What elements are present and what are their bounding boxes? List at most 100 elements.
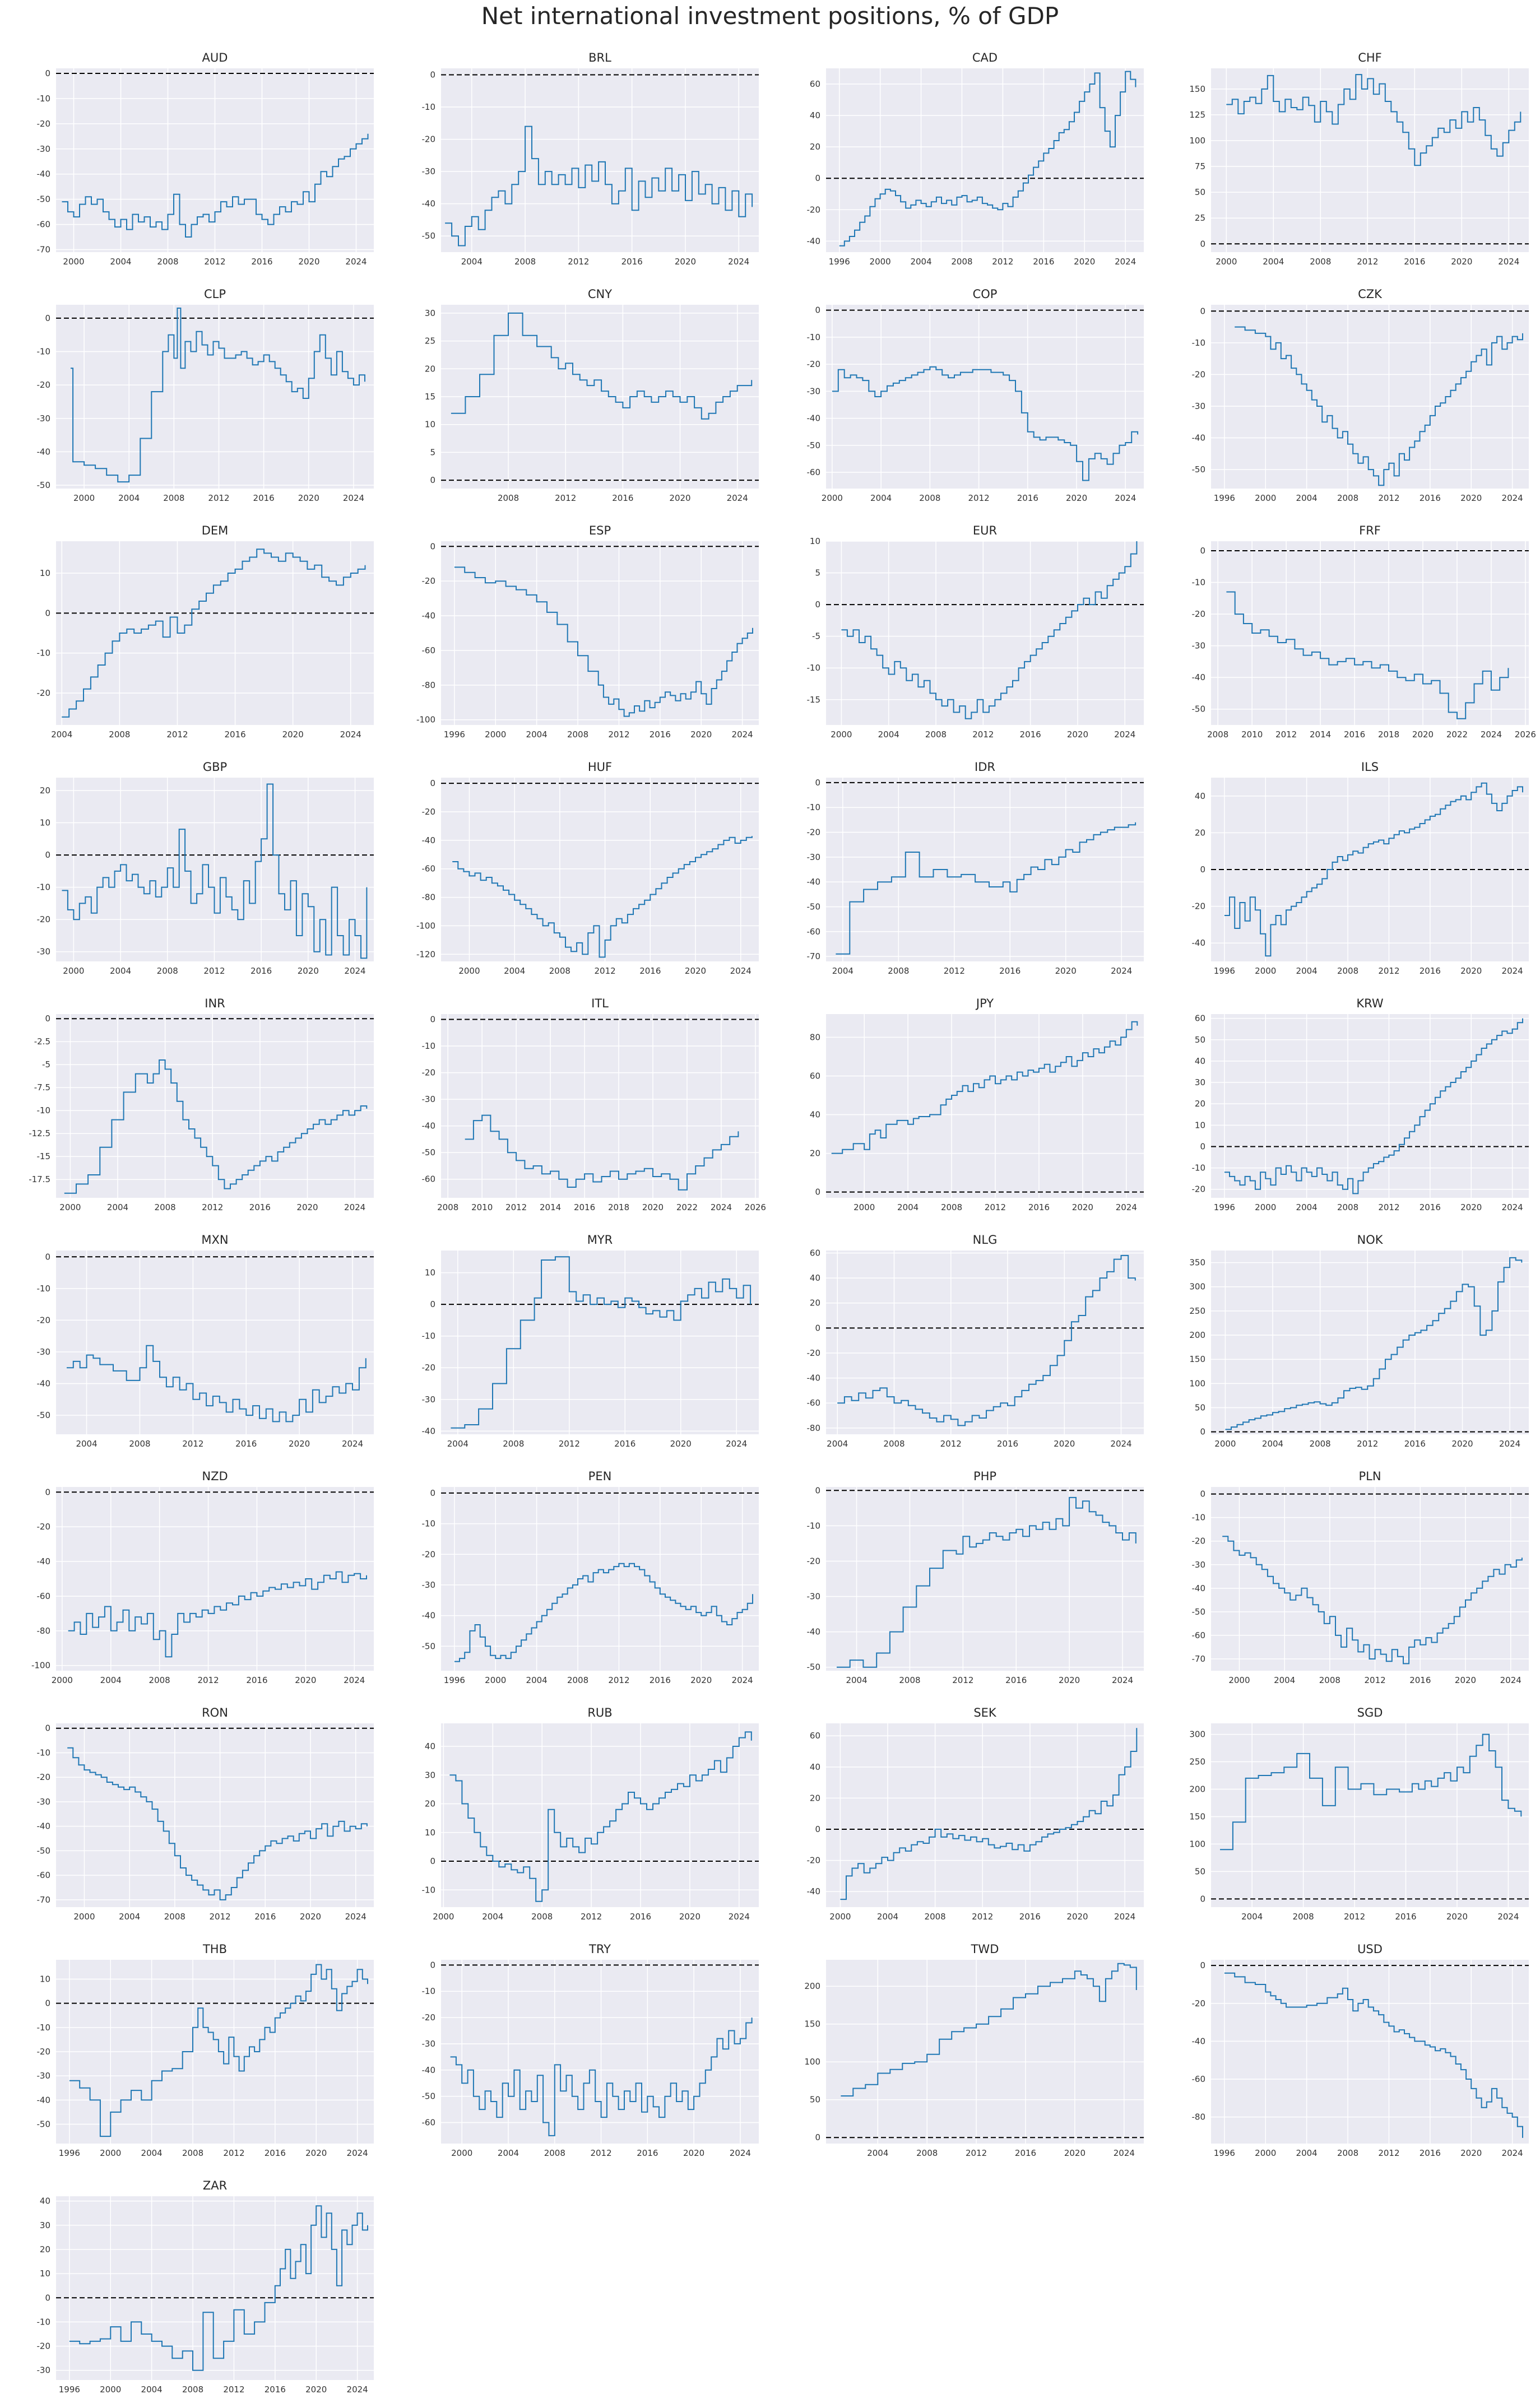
plot-area — [56, 778, 374, 961]
series-line-cny — [451, 312, 753, 420]
x-tick-label: 2024 — [726, 1439, 747, 1449]
x-tick-label: 2016 — [224, 729, 245, 740]
y-tick-label: -20 — [1192, 1998, 1206, 2009]
x-tick-label: 1996 — [59, 2148, 80, 2158]
x-tick-label: 2024 — [730, 966, 752, 976]
x-tick-label: 2000 — [829, 1912, 851, 1922]
panel-huf: HUF 0 -20 -40 -60 -80 -100 -120 2000 2004 2008 2012… — [416, 760, 759, 976]
x-tick-label: 2024 — [340, 729, 361, 740]
y-tick-label: 50 — [1195, 1035, 1205, 1045]
plot-area — [441, 1251, 759, 1434]
x-tick-label: 2004 — [107, 1202, 128, 1212]
x-tick-label: 1996 — [444, 1675, 465, 1685]
x-tick-label: 2020 — [1074, 257, 1095, 267]
y-tick-label: -40 — [807, 1886, 821, 1896]
x-tick-label: 2016 — [251, 257, 272, 267]
y-tick-label: -40 — [1192, 672, 1206, 682]
y-tick-label: 150 — [804, 2019, 820, 2029]
x-tick-label: 2008 — [941, 1202, 962, 1212]
x-tick-label: 2016 — [650, 729, 671, 740]
panel-title: PEN — [588, 1470, 612, 1483]
y-tick-label: -20 — [37, 1522, 51, 1532]
y-tick-label: 40 — [810, 1762, 820, 1772]
y-tick-label: -40 — [422, 1611, 436, 1621]
x-tick-label: 2008 — [1337, 2148, 1358, 2158]
y-tick-label: 30 — [40, 2220, 50, 2230]
x-tick-label: 2012 — [590, 2148, 611, 2158]
panel-title: COP — [973, 287, 998, 301]
panel-title: ILS — [1361, 760, 1379, 774]
y-tick-label: -10 — [807, 663, 821, 673]
panel-zar: ZAR 40 30 20 10 0 -10 -20 -30 1996 2000 2004 2008 201… — [37, 2179, 374, 2395]
x-tick-label: 2020 — [296, 1202, 318, 1212]
x-tick-label: 2004 — [1296, 1202, 1318, 1212]
x-tick-label: 2020 — [1460, 1202, 1482, 1212]
y-tick-label: 10 — [425, 420, 435, 430]
panel-try: TRY 0 -10 -20 -30 -40 -50 -60 2000 2004 2008 2012 20… — [422, 1942, 759, 2158]
y-tick-label: -20 — [37, 1772, 51, 1782]
panel-title: CAD — [972, 51, 998, 64]
y-tick-label: -10 — [37, 1747, 51, 1758]
panel-title: RUB — [587, 1706, 612, 1719]
x-tick-label: 2000 — [485, 1675, 506, 1685]
y-tick-label: -30 — [807, 1592, 821, 1602]
x-tick-label: 2016 — [1420, 1202, 1441, 1212]
x-tick-label: 2012 — [1364, 1675, 1385, 1685]
y-tick-label: -40 — [37, 1821, 51, 1831]
x-tick-label: 2008 — [925, 1912, 946, 1922]
x-tick-label: 2022 — [676, 1202, 698, 1212]
x-tick-label: 2004 — [118, 493, 140, 503]
series-line-krw — [1224, 1018, 1523, 1194]
panel-title: ZAR — [203, 2179, 227, 2192]
x-tick-label: 2016 — [1017, 493, 1038, 503]
y-tick-label: -10 — [422, 1331, 436, 1341]
y-tick-label: -50 — [1192, 704, 1206, 714]
y-tick-label: 60 — [810, 1071, 820, 1081]
y-tick-label: 50 — [810, 2095, 820, 2105]
panel-title: GBP — [203, 760, 227, 774]
y-tick-label: 0 — [430, 541, 435, 551]
panel-title: TRY — [588, 1942, 611, 1956]
series-line-mxn — [67, 1345, 367, 1423]
y-tick-label: 250 — [1189, 1757, 1205, 1767]
x-tick-label: 2000 — [1255, 2148, 1276, 2158]
x-tick-label: 2016 — [1015, 2148, 1036, 2158]
panel-title: JPY — [975, 997, 994, 1010]
x-tick-label: 2016 — [639, 966, 661, 976]
x-tick-label: 2018 — [608, 1202, 629, 1212]
x-tick-label: 2012 — [972, 729, 994, 740]
y-tick-label: -30 — [37, 1347, 51, 1357]
y-tick-label: -50 — [807, 1662, 821, 1672]
x-tick-label: 2008 — [1293, 1912, 1314, 1922]
panel-mxn: MXN 0 -10 -20 -30 -40 -50 2004 2008 2012 2016 2020 2… — [37, 1233, 374, 1449]
x-tick-label: 2024 — [1502, 1202, 1523, 1212]
y-tick-label: -20 — [422, 134, 436, 145]
x-tick-label: 2008 — [129, 1439, 150, 1449]
panel-title: BRL — [588, 51, 611, 64]
panel-gbp: GBP 20 10 0 -10 -20 -30 2000 2004 2008 2012 2016 202… — [37, 760, 374, 976]
y-tick-label: -40 — [807, 413, 821, 424]
x-tick-label: 2000 — [854, 1202, 875, 1212]
x-tick-label: 2012 — [972, 1912, 993, 1922]
y-tick-label: 0 — [430, 1960, 435, 1970]
x-tick-label: 2008 — [888, 966, 909, 976]
y-tick-label: -100 — [416, 715, 435, 725]
x-tick-label: 2024 — [1112, 1675, 1133, 1685]
y-tick-label: 0 — [815, 305, 820, 315]
x-tick-label: 2016 — [1019, 1912, 1041, 1922]
plot-area — [826, 1723, 1144, 1907]
y-tick-label: -10 — [37, 648, 51, 658]
y-tick-label: -10 — [1192, 1513, 1206, 1523]
y-tick-label: -70 — [807, 951, 821, 961]
series-line-ils — [1224, 782, 1523, 957]
y-tick-label: 0 — [815, 1824, 820, 1834]
y-tick-label: -60 — [422, 864, 436, 874]
x-tick-label: 2000 — [1255, 493, 1276, 503]
panel-chf: CHF 150 125 100 75 50 25 0 2000 2004 2008 2012 2016 2… — [1189, 51, 1529, 267]
y-tick-label: 0 — [815, 1187, 820, 1197]
x-tick-label: 2020 — [670, 1439, 692, 1449]
panel-krw: KRW 60 50 40 30 20 10 0 -10 -20 1996 2000 2004 2008 20… — [1192, 997, 1529, 1212]
series-line-cad — [839, 71, 1137, 247]
x-tick-label: 2000 — [1255, 1202, 1276, 1212]
x-tick-label: 1996 — [1214, 493, 1235, 503]
